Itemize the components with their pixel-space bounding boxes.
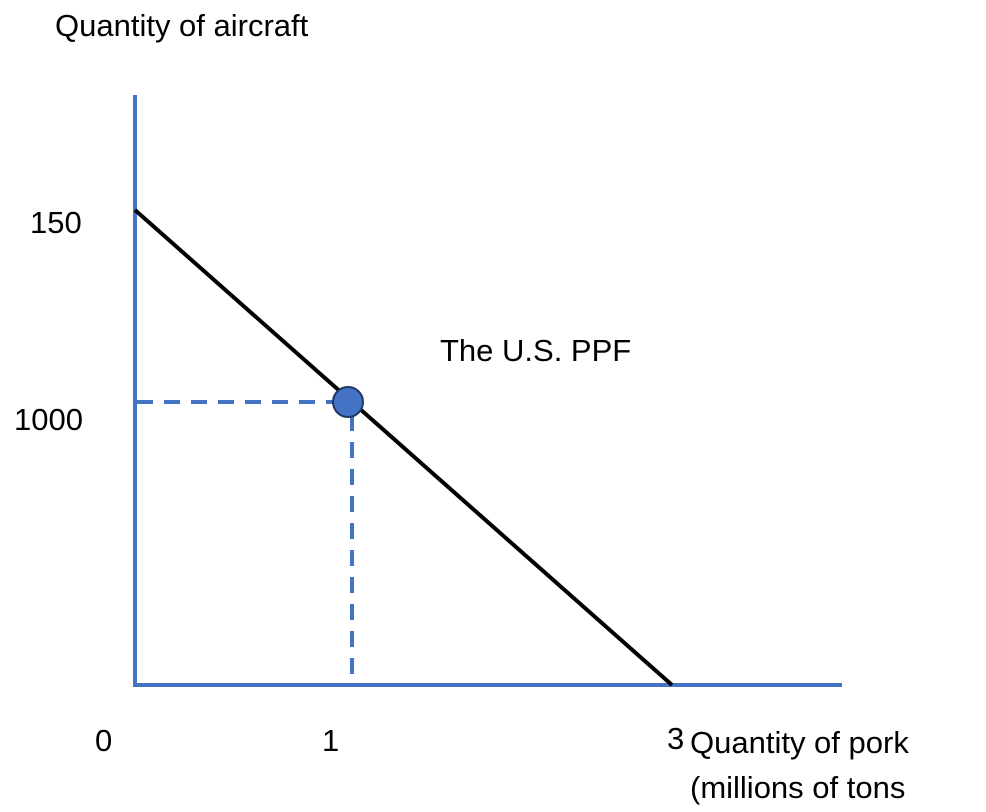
- x-tick-label: 1: [322, 723, 339, 758]
- x-axis-label: Quantity of pork: [690, 725, 909, 760]
- curve-label: The U.S. PPF: [440, 333, 631, 368]
- x-tick-label: 3: [667, 721, 684, 756]
- production-point: [332, 386, 364, 418]
- x-axis-label-sub: (millions of tons: [690, 770, 905, 805]
- ppf-line: [133, 208, 674, 687]
- y-tick-label: 150: [30, 205, 82, 240]
- x-tick-label: 0: [95, 723, 112, 758]
- y-tick-label: 1000: [14, 402, 83, 437]
- y-axis-label: Quantity of aircraft: [55, 8, 309, 43]
